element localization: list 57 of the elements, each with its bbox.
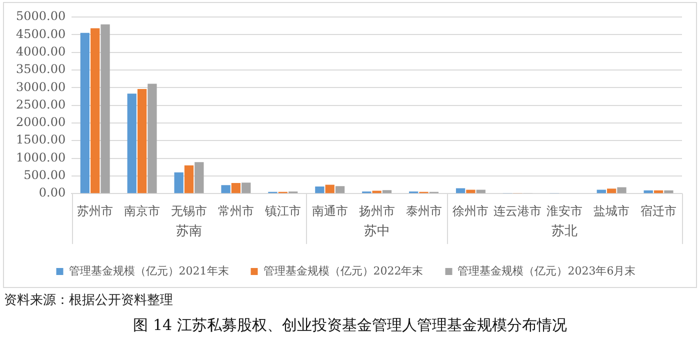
x-tick-label: 宿迁市 <box>640 204 677 218</box>
bar <box>476 190 486 194</box>
x-tick-label: 苏州市 <box>77 204 114 218</box>
text: 苏南 <box>176 224 202 239</box>
x-tick-label: 常州市 <box>218 204 254 218</box>
bar <box>184 165 194 194</box>
bar <box>137 89 147 194</box>
x-tick-label: 扬州市 <box>358 204 395 218</box>
legend-label: 管理基金规模（亿元）2022年末 <box>263 264 424 278</box>
bar <box>644 190 653 194</box>
text: 苏中 <box>364 224 390 239</box>
text: 苏北 <box>552 224 578 239</box>
bar <box>382 190 392 194</box>
y-tick-label: 1000.00 <box>16 150 66 164</box>
y-tick-label: 0.00 <box>38 186 66 200</box>
bar <box>90 28 100 194</box>
bar <box>335 186 345 194</box>
y-tick-label: 3000.00 <box>16 80 66 94</box>
x-tick-label: 南京市 <box>124 204 160 218</box>
bar <box>127 94 136 194</box>
bar <box>100 24 110 194</box>
y-tick-label: 500.00 <box>24 168 66 182</box>
bar <box>456 188 466 194</box>
y-tick-label: 1500.00 <box>16 132 66 147</box>
bar <box>617 187 626 194</box>
bar <box>80 32 90 194</box>
bar <box>148 84 157 194</box>
text: 资料来源：根据公开资料整理 <box>4 292 173 309</box>
x-tick-label: 南通市 <box>312 204 348 218</box>
legend-label: 管理基金规模（亿元）2023年6月末 <box>458 264 636 278</box>
text: 图 14 江苏私募股权、创业投资基金管理人管理基金规模分布情况 <box>132 316 568 335</box>
x-tick-label: 连云港市 <box>494 204 542 218</box>
y-tick-label: 2000.00 <box>16 115 66 130</box>
bar <box>231 183 241 194</box>
x-tick-label: 徐州市 <box>452 204 489 218</box>
bar <box>315 186 324 194</box>
bar <box>174 172 184 194</box>
bar <box>606 188 616 194</box>
y-tick-label: 4000.00 <box>16 44 66 58</box>
y-tick-label: 5000.00 <box>16 9 66 24</box>
x-tick-label: 淮安市 <box>546 204 583 218</box>
x-tick-label: 镇江市 <box>264 204 301 218</box>
bar <box>596 190 606 194</box>
x-tick-label: 盐城市 <box>594 204 630 218</box>
x-tick-label: 无锡市 <box>171 204 208 218</box>
bar <box>466 190 476 194</box>
bar <box>194 162 204 194</box>
y-tick-label: 4500.00 <box>16 26 66 41</box>
y-tick-label: 3500.00 <box>16 62 66 76</box>
legend-label: 管理基金规模（亿元）2021年末 <box>68 264 229 278</box>
bar <box>221 185 230 194</box>
bar <box>242 182 251 194</box>
x-tick-label: 泰州市 <box>406 204 442 218</box>
bar <box>325 184 334 194</box>
y-tick-label: 2500.00 <box>16 97 66 112</box>
bar <box>664 190 674 194</box>
bar <box>654 190 664 194</box>
